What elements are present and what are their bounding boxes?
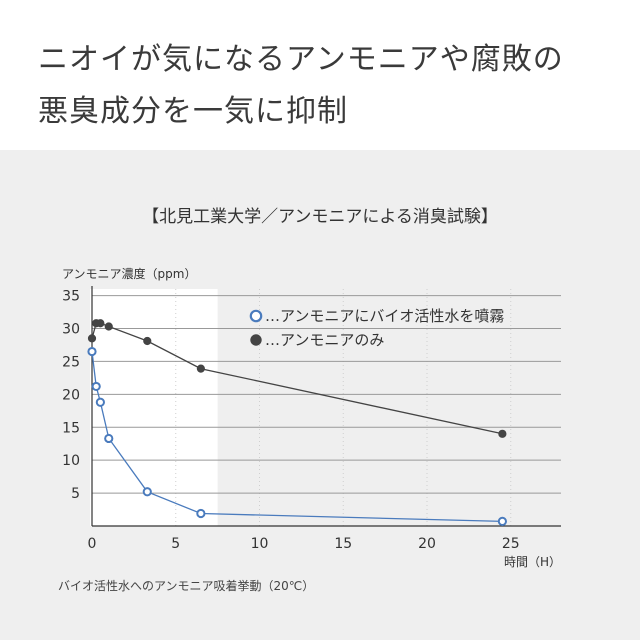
chart-panel: 【北見工業大学／アンモニアによる消臭試験】 5 10 15 20 25 30 35 0 5 10 1… — [0, 150, 640, 640]
y-tick-label: 30 — [62, 322, 80, 338]
header: ニオイが気になるアンモニアや腐敗の 悪臭成分を一気に抑制 — [0, 0, 640, 150]
x-tick-label: 25 — [502, 536, 520, 552]
y-tick-label: 5 — [71, 486, 80, 502]
data-point — [142, 487, 152, 497]
y-tick-label: 15 — [62, 420, 80, 436]
legend-label: …アンモニアのみ — [265, 331, 384, 349]
legend-marker — [249, 309, 263, 323]
y-tick-label: 10 — [62, 453, 80, 469]
data-point — [497, 516, 507, 526]
x-tick-label: 10 — [251, 536, 269, 552]
chart-caption: バイオ活性水へのアンモニア吸着挙動（20℃） — [58, 579, 315, 593]
headline: ニオイが気になるアンモニアや腐敗の 悪臭成分を一気に抑制 — [38, 34, 618, 138]
data-point — [91, 381, 101, 392]
ammonia-chart: 5 10 15 20 25 30 35 0 5 10 15 20 25 アンモニア濃度（ppm） 時間（H）… — [62, 266, 561, 569]
data-point — [87, 346, 97, 357]
data-point — [96, 319, 105, 328]
legend-label: …アンモニアにバイオ活性水を噴霧 — [265, 307, 504, 325]
data-point — [95, 397, 105, 407]
x-axis-label: 時間（H） — [504, 555, 561, 569]
x-tick-label: 0 — [88, 536, 97, 552]
data-point — [498, 429, 507, 438]
data-point — [104, 433, 114, 444]
y-tick-label: 20 — [62, 387, 80, 403]
chart-title: 【北見工業大学／アンモニアによる消臭試験】 — [142, 207, 498, 227]
x-tick-label: 20 — [418, 536, 436, 552]
x-tick-label: 15 — [334, 536, 352, 552]
x-tick-label: 5 — [171, 536, 180, 552]
data-point — [104, 322, 113, 331]
data-point — [87, 334, 97, 343]
headline-line-2: 悪臭成分を一気に抑制 — [38, 94, 348, 129]
data-point — [196, 364, 205, 373]
y-tick-label: 35 — [62, 289, 80, 305]
y-tick-label: 25 — [62, 354, 80, 370]
legend-marker — [250, 334, 262, 346]
data-point — [143, 336, 152, 346]
data-point — [196, 508, 206, 519]
y-axis-label: アンモニア濃度（ppm） — [62, 266, 196, 281]
headline-line-1: ニオイが気になるアンモニアや腐敗の — [38, 42, 564, 77]
